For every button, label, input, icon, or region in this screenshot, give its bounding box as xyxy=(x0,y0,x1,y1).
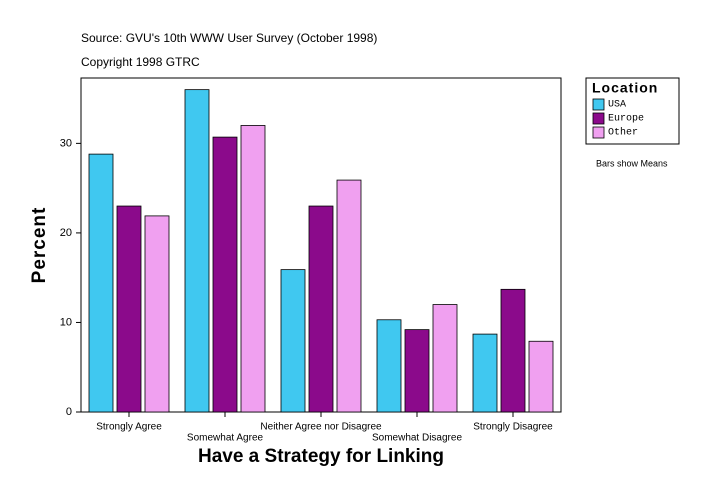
bar xyxy=(280,269,306,413)
chart-title: Source: GVU's 10th WWW User Survey (Octo… xyxy=(81,31,377,45)
x-tick-label: Neither Agree nor Disagree xyxy=(260,422,382,433)
legend-title: Location xyxy=(592,80,658,96)
bar xyxy=(240,125,266,413)
bar xyxy=(376,319,402,413)
legend-swatch xyxy=(592,112,605,125)
x-axis-label: Have a Strategy for Linking xyxy=(198,446,444,467)
x-tick-label: Strongly Disagree xyxy=(473,422,553,433)
legend-label: Other xyxy=(608,127,638,139)
note: Bars show Means xyxy=(596,158,668,168)
x-tick-label: Somewhat Disagree xyxy=(372,433,462,444)
x-tick-label: Strongly Agree xyxy=(96,422,162,433)
bar xyxy=(432,304,458,413)
bar xyxy=(308,205,334,413)
chart-subtitle: Copyright 1998 GTRC xyxy=(81,55,200,69)
legend-label: Europe xyxy=(608,114,644,125)
bar xyxy=(88,153,114,413)
bar xyxy=(528,340,554,413)
legend-swatch xyxy=(592,126,605,139)
y-tick-label: 0 xyxy=(66,406,72,418)
y-tick-label: 20 xyxy=(60,227,72,239)
legend-swatch xyxy=(592,98,605,111)
x-tick-label: Somewhat Agree xyxy=(187,433,264,444)
bar xyxy=(472,333,498,413)
y-tick-label: 30 xyxy=(60,137,72,149)
bar xyxy=(404,329,430,413)
bar xyxy=(184,89,210,413)
y-axis-label: Percent xyxy=(29,207,50,284)
bar xyxy=(212,136,238,413)
bar xyxy=(500,288,526,413)
y-tick-label: 10 xyxy=(60,316,72,328)
legend-label: USA xyxy=(608,100,626,111)
bar xyxy=(336,179,362,413)
bar xyxy=(144,215,170,413)
bar xyxy=(116,205,142,413)
